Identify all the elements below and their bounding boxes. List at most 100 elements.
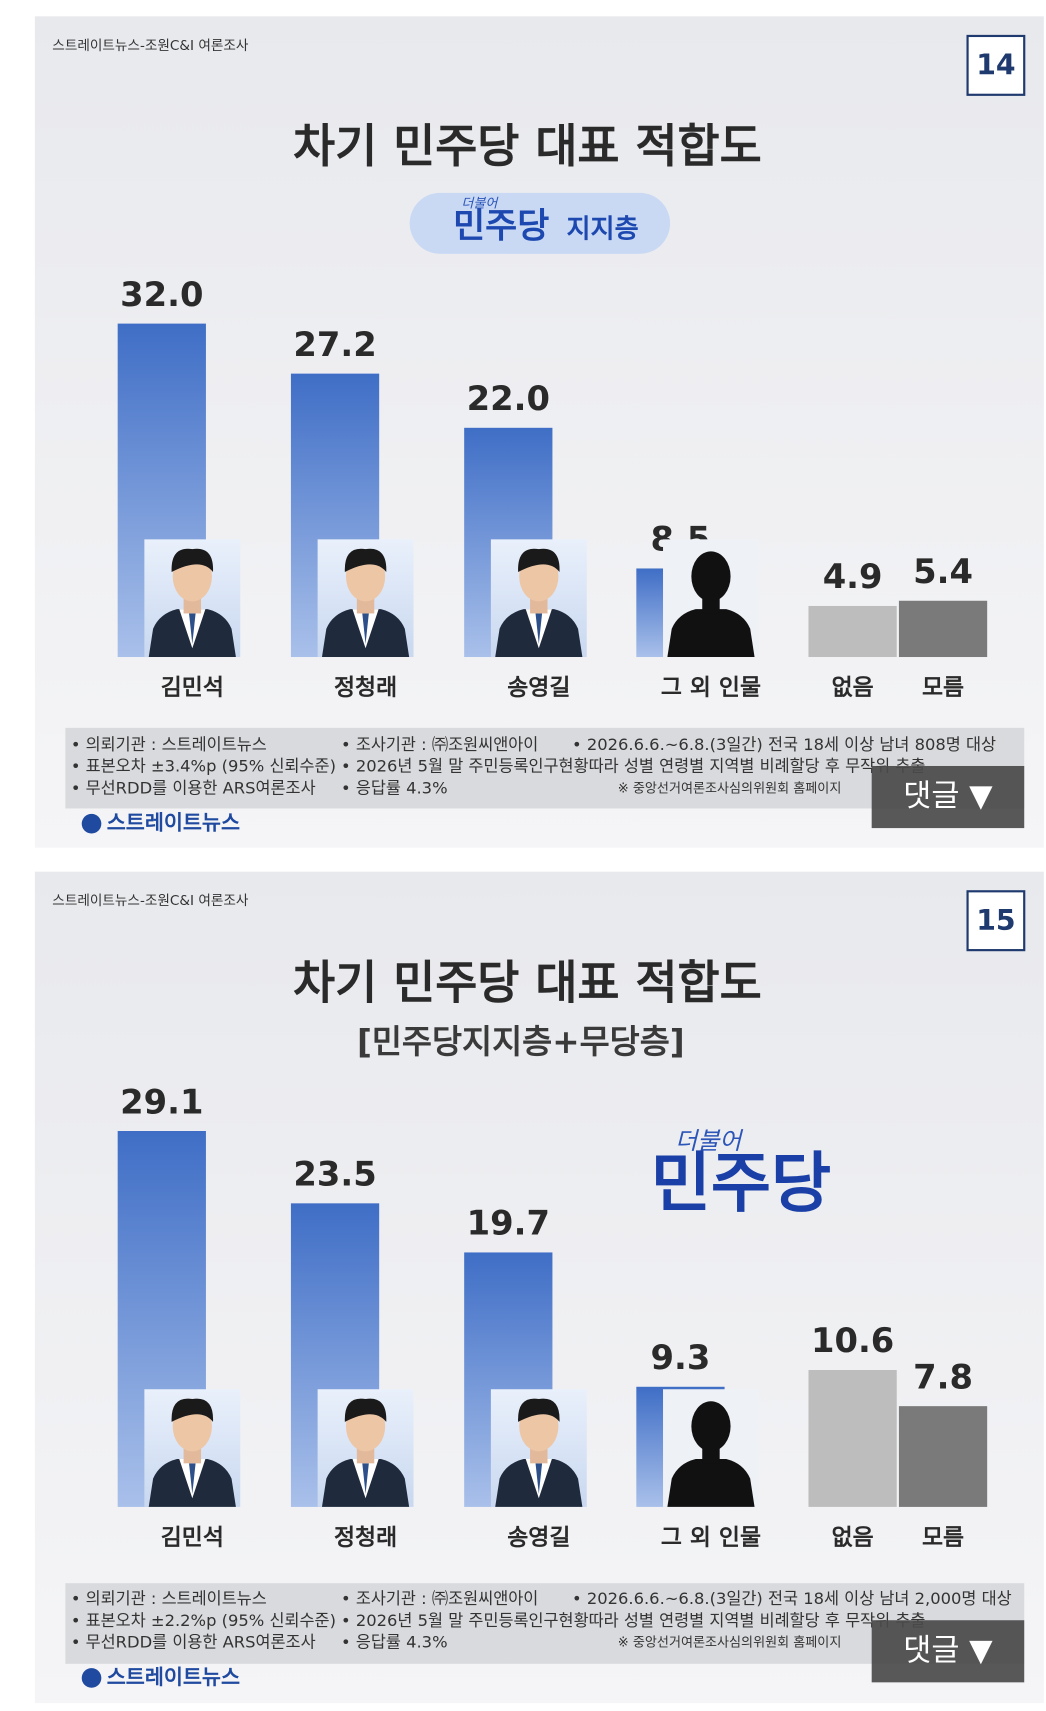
person-photo [317,539,414,658]
comment-button[interactable]: 댓글 ▼ [903,779,993,814]
badge-small: 더불어 [461,196,499,211]
badge-suffix: 지지층 [566,214,638,244]
value-label: 22.0 [467,379,550,418]
page-number: 14 [976,48,1015,81]
comment-button-bg[interactable] [871,765,1025,829]
footer-note: • 무선RDD를 이용한 ARS여론조사 [71,1633,316,1652]
category-label: 그 외 인물 [661,675,761,701]
bar [808,1369,897,1507]
value-label: 5.4 [913,552,973,591]
page-number-box [966,890,1026,952]
logo-mark [81,1668,102,1688]
hair [344,548,387,573]
slide-header: 스트레이트뉴스-조원C&I 여론조사 [52,893,249,909]
neck [530,598,548,614]
category-label: 정청래 [334,675,397,701]
head [691,1401,731,1452]
value-label: 23.5 [293,1155,376,1194]
logo-text: 스트레이트뉴스 [107,1665,240,1689]
footer-note: • 표본오차 ±3.4%p (95% 신뢰수준) [71,757,336,776]
footer-note: • 무선RDD를 이용한 ARS여론조사 [71,778,316,797]
page-number: 15 [976,904,1015,937]
person-photo [144,539,241,658]
comment-button[interactable]: 댓글 ▼ [903,1633,993,1668]
bar [898,600,988,658]
footer-note: • 응답률 4.3% [341,778,448,797]
neck [702,1448,720,1464]
value-label: 27.2 [293,325,376,364]
person-photo [490,1389,587,1507]
person-photo [663,1389,759,1507]
footer-note: • 조사기관 : ㈜조원씨앤아이 [341,735,538,754]
party-logo-small: 더불어 [675,1127,743,1155]
category-label: 송영길 [507,675,570,701]
neck [356,1448,375,1464]
logo-text: 스트레이트뉴스 [107,811,240,835]
value-label: 9.3 [651,1338,711,1377]
category-label: 없음 [832,1525,874,1551]
category-label: 모름 [922,675,964,701]
bar [898,1406,988,1507]
category-label: 모름 [922,1525,964,1551]
value-label: 32.0 [120,275,203,314]
hair [171,1398,214,1422]
suit [667,609,755,658]
category-label: 그 외 인물 [661,1525,761,1551]
tie [362,1463,369,1494]
neck [183,1448,202,1464]
footer-band [65,1583,1025,1664]
hair [344,1398,387,1422]
footer-note: • 2026년 5월 말 주민등록인구현황따라 성별 연령별 지역별 비례할당 … [341,757,925,776]
category-label: 김민석 [161,1525,224,1551]
value-label: 4.9 [823,557,883,596]
neck [702,598,720,614]
footer-note: • 조사기관 : ㈜조원씨앤아이 [341,1589,538,1608]
hair [518,1398,560,1422]
footer-note: • 표본오차 ±2.2%p (95% 신뢰수준) [71,1611,336,1630]
logo-mark [81,813,102,834]
category-label: 김민석 [161,675,224,701]
page-number-box [966,34,1026,96]
tie [189,613,196,644]
badge-main: 민주당 [453,207,549,247]
category-label: 정청래 [334,1525,397,1551]
footer-band [65,727,1025,809]
footer-note: • 의뢰기관 : 스트레이트뉴스 [71,735,267,754]
category-label: 송영길 [507,1525,570,1551]
category-label: 없음 [832,675,874,701]
neck [530,1448,548,1464]
bar [808,605,897,658]
neck [183,598,202,614]
head [691,551,731,602]
comment-button-bg[interactable] [871,1620,1025,1683]
chart-subtitle: [민주당지지층+무당층] [357,1023,685,1061]
party-logo-main: 민주당 [651,1146,831,1222]
footer-note: • 2026.6.6.~6.8.(3일간) 전국 18세 이상 남녀 2,000… [572,1589,1012,1608]
hair [518,548,560,573]
neck [356,598,375,614]
slide-header: 스트레이트뉴스-조원C&I 여론조사 [52,38,249,54]
person-photo [663,539,759,658]
footer-note: • 응답률 4.3% [341,1633,448,1652]
tie [362,613,369,644]
slide: 스트레이트뉴스-조원C&I 여론조사 15 차기 민주당 대표 적합도 [민주당지지층… [34,871,1044,1704]
footer-note: ※ 중앙선거여론조사심의위원회 홈페이지 [618,781,842,796]
footer-note: • 의뢰기관 : 스트레이트뉴스 [71,1589,267,1608]
person-photo [490,539,587,658]
value-label: 29.1 [120,1082,203,1121]
suit [667,1458,755,1507]
value-label: 10.6 [811,1321,894,1360]
person-photo [317,1389,414,1507]
footer-note: ※ 중앙선거여론조사심의위원회 홈페이지 [618,1636,842,1651]
chart-title: 차기 민주당 대표 적합도 [293,120,762,173]
value-label: 7.8 [913,1357,973,1396]
chart-title: 차기 민주당 대표 적합도 [293,957,762,1010]
tie [535,1463,543,1494]
value-label: 19.7 [467,1204,550,1243]
footer-note: • 2026.6.6.~6.8.(3일간) 전국 18세 이상 남녀 808명 … [572,735,996,754]
hair [171,548,214,573]
